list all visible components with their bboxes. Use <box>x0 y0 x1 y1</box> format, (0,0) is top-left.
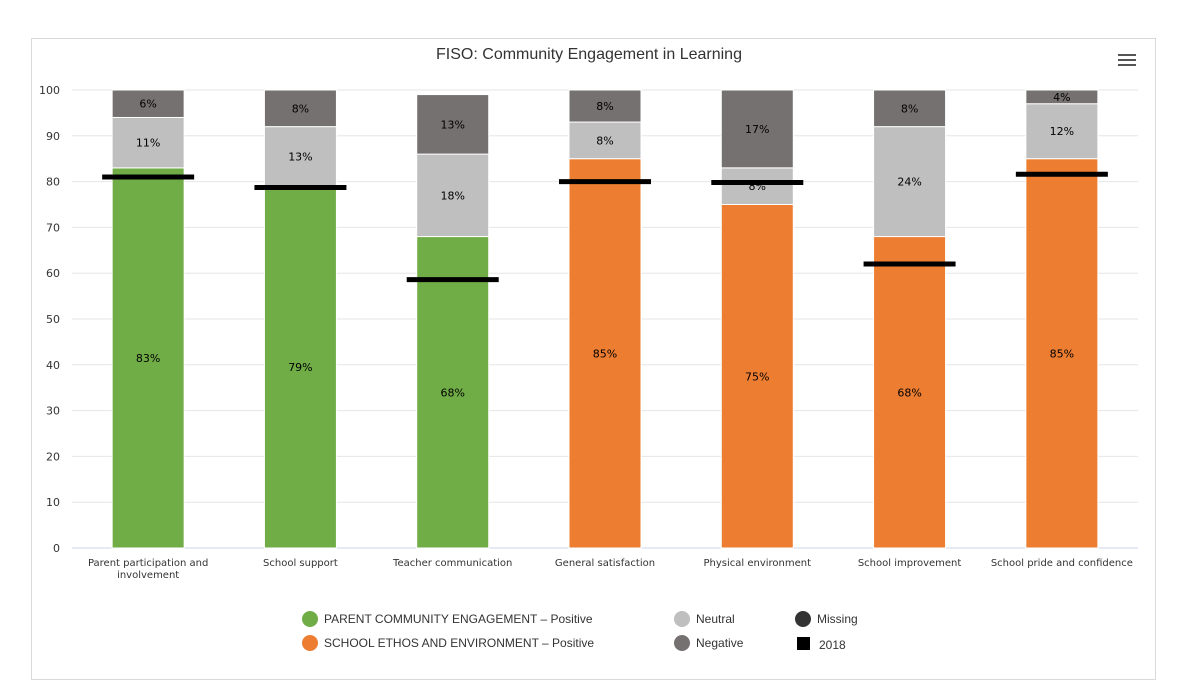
bar-segment <box>720 89 794 169</box>
data-label: 68% <box>440 386 464 399</box>
legend-marker <box>674 635 690 651</box>
bar-segment <box>568 89 642 123</box>
bar-segment <box>568 158 642 549</box>
x-tick-label: School pride and confidence <box>991 558 1133 569</box>
legend-marker <box>674 611 690 627</box>
bar-segment <box>720 204 794 549</box>
bar-segment <box>1025 158 1099 549</box>
bar-segment <box>416 94 490 155</box>
bar-segment <box>873 236 947 549</box>
data-label: 68% <box>897 386 921 399</box>
y-tick-label: 70 <box>46 221 60 234</box>
x-tick-label: School improvement <box>858 558 962 569</box>
bar-segment <box>720 167 794 205</box>
legend-item[interactable]: SCHOOL ETHOS AND ENVIRONMENT – Positive <box>324 636 595 650</box>
bar-segment <box>416 236 490 549</box>
data-label: 79% <box>288 361 312 374</box>
legend-item[interactable]: Neutral <box>696 612 735 626</box>
y-tick-label: 0 <box>53 542 60 555</box>
y-tick-label: 10 <box>46 496 60 509</box>
data-label: 85% <box>593 347 617 360</box>
legend-marker <box>302 611 318 627</box>
data-label: 17% <box>745 123 769 136</box>
x-tick-label: General satisfaction <box>555 558 655 569</box>
data-label: 83% <box>136 352 160 365</box>
data-label: 8% <box>292 102 309 115</box>
data-label: 24% <box>897 176 921 189</box>
data-label: 8% <box>596 134 613 147</box>
data-label: 6% <box>139 98 156 111</box>
bar-segment <box>873 89 947 128</box>
data-label: 85% <box>1050 347 1074 360</box>
data-label: 13% <box>288 150 312 163</box>
legend-item[interactable]: 2018 <box>819 638 846 652</box>
x-tick-label: Parent participation and involvement <box>88 558 208 581</box>
bar-segment <box>568 121 642 160</box>
data-label: 18% <box>440 189 464 202</box>
x-tick-label: Teacher communication <box>392 558 512 569</box>
hamburger-menu-icon[interactable] <box>1118 54 1136 68</box>
y-tick-label: 80 <box>46 176 60 189</box>
data-label: 8% <box>596 100 613 113</box>
bar-segment <box>1025 103 1099 160</box>
bar-segment <box>416 153 490 238</box>
data-label: 11% <box>136 137 160 150</box>
legend-item[interactable]: PARENT COMMUNITY ENGAGEMENT – Positive <box>324 612 593 626</box>
legend-item[interactable]: Missing <box>817 612 858 626</box>
bar-segment <box>263 126 337 187</box>
data-label: 4% <box>1053 91 1070 104</box>
bar-segment <box>263 89 337 128</box>
x-tick-label: Physical environment <box>704 558 812 569</box>
legend-item[interactable]: Negative <box>696 636 744 650</box>
bar-segment <box>111 89 185 118</box>
x-tick-label: School support <box>263 558 338 569</box>
data-label: 8% <box>901 102 918 115</box>
legend-marker <box>795 611 811 627</box>
y-tick-label: 60 <box>46 267 60 280</box>
legend-marker <box>302 635 318 651</box>
data-label: 12% <box>1050 125 1074 138</box>
data-label: 13% <box>440 118 464 131</box>
chart-title: FISO: Community Engagement in Learning <box>436 46 742 63</box>
y-tick-label: 40 <box>46 359 60 372</box>
bar-segment <box>1025 89 1099 105</box>
y-tick-label: 30 <box>46 405 60 418</box>
bar-segment <box>263 185 337 549</box>
y-tick-label: 100 <box>39 84 60 97</box>
bar-segment <box>873 126 947 238</box>
y-tick-label: 20 <box>46 450 60 463</box>
legend-marker <box>797 637 810 650</box>
data-label: 75% <box>745 370 769 383</box>
y-tick-label: 90 <box>46 130 60 143</box>
y-tick-label: 50 <box>46 313 60 326</box>
